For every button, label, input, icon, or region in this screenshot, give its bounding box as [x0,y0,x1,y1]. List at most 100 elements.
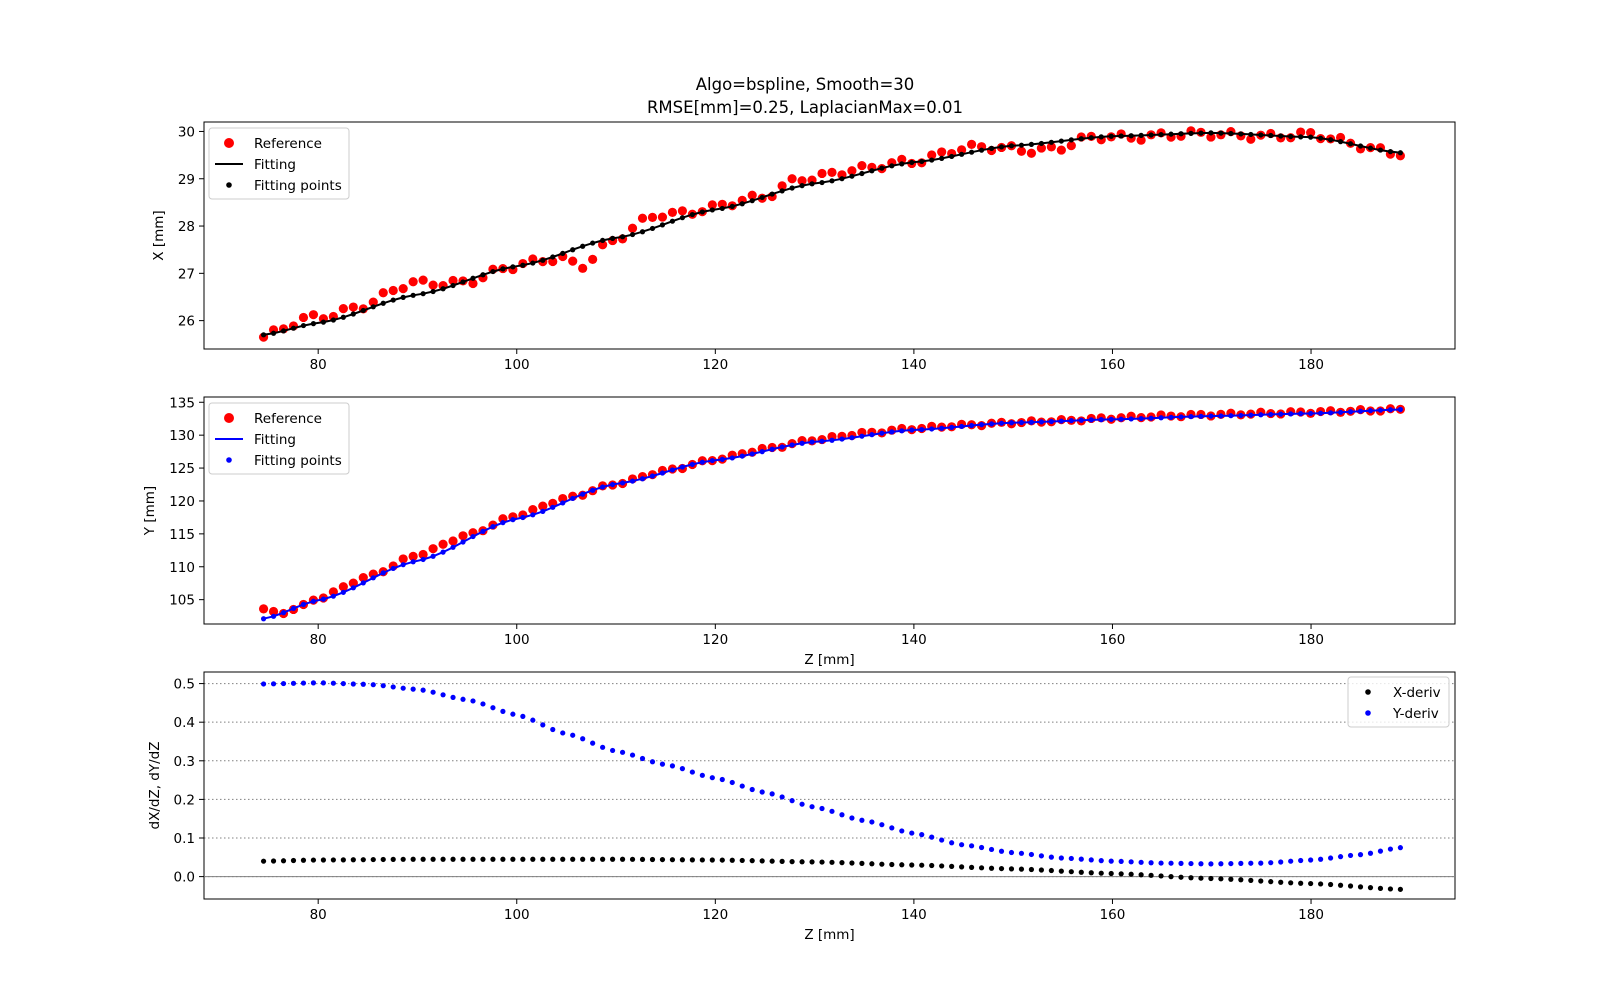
x-tick-label: 160 [1100,907,1126,923]
x-deriv-point [330,857,336,863]
fitting-point [1108,416,1114,422]
y-deriv-point [1128,859,1134,865]
reference-point [428,280,438,290]
fitting-point [360,580,366,586]
y-deriv-point [1377,848,1384,854]
y-deriv-point [1038,853,1044,859]
y-deriv-point [869,819,875,825]
x-tick-label: 140 [901,907,927,923]
y-deriv-point [1108,858,1114,864]
fitting-point [540,508,546,514]
fitting-point [290,325,297,331]
fitting-point [1058,418,1064,424]
legend-label-fitting: Fitting [254,157,296,173]
fitting-point [540,257,546,263]
fitting-point [1258,412,1264,418]
fitting-point [649,225,656,232]
x-deriv-point [719,857,725,863]
fitting-point [280,328,287,334]
reference-point [1296,127,1306,137]
fitting-point [749,451,755,457]
fitting-point [1318,410,1324,416]
fitting-point [1048,139,1054,145]
y-deriv-point [270,681,277,687]
x-deriv-point [1198,875,1204,881]
legend-label-reference: Reference [254,136,322,152]
fitting-point [709,457,715,464]
axes-frame [203,396,1456,625]
y-tick-label: 0.3 [174,754,195,770]
x-deriv-point [1318,881,1324,887]
y-tick-label: 125 [169,461,195,477]
fitting-point [1188,413,1194,420]
fitting-point [1068,137,1074,143]
y-deriv-point [879,822,885,828]
x-deriv-point [470,856,476,862]
y-deriv-point [1308,857,1314,863]
y-tick-label: 0.5 [174,677,195,693]
reference-point [268,606,279,617]
fitting-point [570,495,576,502]
y-deriv-point [500,708,506,714]
x-deriv-point [619,856,626,862]
y-deriv-point [959,842,965,848]
fitting-point [580,491,586,497]
x-tick-label: 180 [1298,907,1324,923]
y-deriv-point [839,812,845,818]
x-tick-label: 100 [504,907,530,923]
fitting-point [829,437,835,443]
fitting-point [609,481,616,488]
y-deriv-point [1208,861,1214,867]
derivative-panel: 80 100 120 140 160 180 0.0 0.1 0.2 0.3 0.4 0.5 Z [mm… [147,671,1456,943]
y-deriv-point [1168,860,1174,866]
fitting-point [490,268,496,275]
fitting-point [1397,406,1403,413]
x-deriv-point [968,864,975,870]
x-deriv-point [1108,870,1114,877]
fitting-point [360,307,366,314]
y-tick-label: 28 [178,219,195,235]
y-deriv-point [679,766,686,772]
fitting-point [1178,131,1184,137]
fitting-point [1198,130,1204,136]
y-deriv-point [400,685,406,691]
x-deriv-point [270,858,277,864]
x-deriv-point [879,861,885,867]
y-deriv-point [919,832,925,838]
x-tick-label: 140 [901,357,927,373]
fitting-point [1397,150,1403,156]
fitting-point [330,593,336,599]
axes-frame [203,671,1456,900]
y-axis-label: Y [mm] [142,486,158,536]
x-deriv-point [759,858,765,864]
reference-point [637,213,648,223]
y-deriv-point [789,798,795,804]
fitting-point [719,456,725,463]
x-deriv-point [490,856,496,862]
y-deriv-point [430,689,436,695]
reference-point [817,168,827,179]
reference-point [358,573,368,583]
y-deriv-point [1188,860,1194,867]
fitting-point [1357,408,1364,414]
y-axis-label: X [mm] [151,210,167,260]
reference-point [328,587,338,597]
y-deriv-point [1088,857,1094,863]
reference-point [398,554,408,564]
fitting-point [639,476,646,482]
y-deriv-point [889,825,895,831]
y-deriv-point [929,834,935,840]
fitting-point [659,222,666,228]
legend-marker-x-deriv [1365,689,1371,695]
reference-point [1306,127,1316,138]
reference-point [1056,145,1066,155]
y-deriv-point [530,717,536,723]
y-deriv-point [978,844,985,851]
fitting-point [829,178,835,184]
y-deriv-point [480,701,486,707]
reference-point [418,275,428,285]
reference-point [807,175,817,185]
x-tick-label: 100 [504,357,530,373]
fitting-point [270,613,277,619]
